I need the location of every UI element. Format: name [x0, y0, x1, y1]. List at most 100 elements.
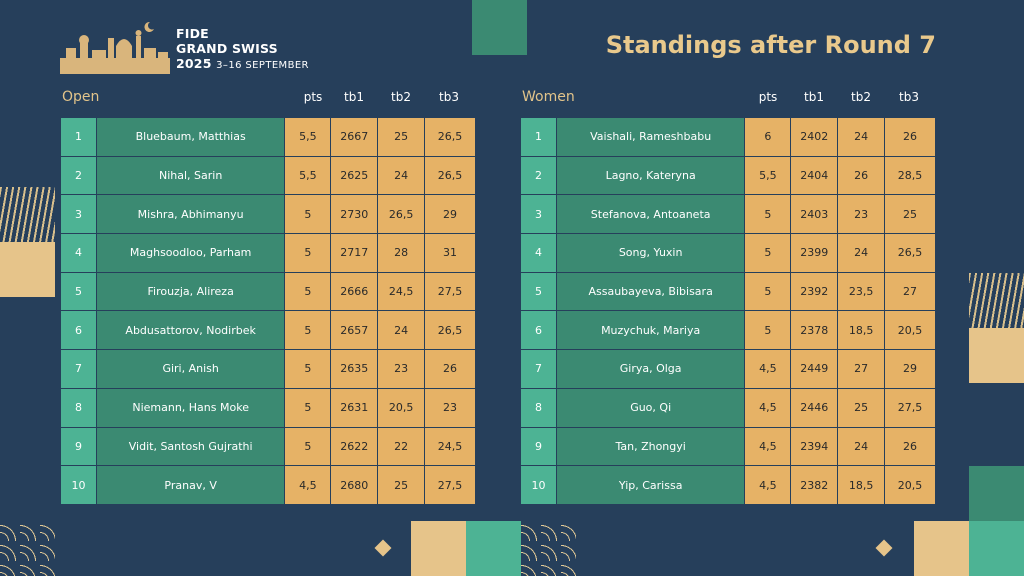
decor-square-bottom-2 — [466, 521, 521, 576]
table-row: 9 Vidit, Santosh Gujrathi 5 2622 22 24,5 — [61, 427, 475, 466]
points-cell: 5 — [285, 195, 331, 234]
tb1-cell: 2404 — [791, 156, 838, 195]
tb2-cell: 23 — [378, 350, 425, 388]
tb1-cell: 2402 — [791, 118, 838, 156]
points-cell: 5 — [285, 388, 331, 427]
open-header-pts: pts — [303, 90, 323, 104]
tb1-cell: 2378 — [791, 311, 838, 350]
rank-cell: 7 — [521, 350, 556, 388]
table-row: 7 Girya, Olga 4,5 2449 27 29 — [521, 350, 935, 388]
points-cell: 5,5 — [285, 118, 331, 156]
table-row: 6 Muzychuk, Mariya 5 2378 18,5 20,5 — [521, 311, 935, 350]
tb2-cell: 18,5 — [838, 466, 885, 504]
tb2-cell: 22 — [378, 427, 425, 466]
tb1-cell: 2382 — [791, 466, 838, 504]
player-name-cell: Girya, Olga — [556, 350, 745, 388]
rank-cell: 6 — [521, 311, 556, 350]
skyline-icon — [60, 21, 170, 74]
tb2-cell: 23,5 — [838, 272, 885, 311]
tb2-cell: 20,5 — [378, 388, 425, 427]
rank-cell: 9 — [521, 427, 556, 466]
women-header-tb1: tb1 — [804, 90, 824, 104]
points-cell: 5 — [285, 272, 331, 311]
table-row: 7 Giri, Anish 5 2635 23 26 — [61, 350, 475, 388]
player-name-cell: Guo, Qi — [556, 388, 745, 427]
points-cell: 5 — [745, 195, 791, 234]
open-header-tb2: tb2 — [391, 90, 411, 104]
tb3-cell: 25 — [885, 195, 935, 234]
decor-diamond-2 — [875, 539, 893, 557]
tb2-cell: 24 — [378, 311, 425, 350]
player-name-cell: Mishra, Abhimanyu — [96, 195, 285, 234]
tb1-cell: 2680 — [331, 466, 378, 504]
rank-cell: 6 — [61, 311, 96, 350]
player-name-cell: Assaubayeva, Bibisara — [556, 272, 745, 311]
decor-square-right-bottom — [969, 466, 1024, 521]
tb1-cell: 2657 — [331, 311, 378, 350]
tb1-cell: 2631 — [331, 388, 378, 427]
tb3-cell: 26,5 — [885, 234, 935, 272]
event-name: FIDE GRAND SWISS 2025 3–16 SEPTEMBER — [176, 26, 309, 73]
tb2-cell: 28 — [378, 234, 425, 272]
event-logo: FIDE GRAND SWISS 2025 3–16 SEPTEMBER — [58, 18, 358, 78]
player-name-cell: Niemann, Hans Moke — [96, 388, 285, 427]
player-name-cell: Pranav, V — [96, 466, 285, 504]
decor-arcs-middle — [521, 521, 576, 576]
tb1-cell: 2394 — [791, 427, 838, 466]
logo-dates: 3–16 SEPTEMBER — [216, 60, 309, 71]
tb2-cell: 25 — [378, 118, 425, 156]
women-standings-table: 1 Vaishali, Rameshbabu 6 2402 24 26 2 Lagno, Ka… — [520, 117, 936, 505]
tb1-cell: 2717 — [331, 234, 378, 272]
decor-square-bottom-1 — [411, 521, 466, 576]
rank-cell: 9 — [61, 427, 96, 466]
tb3-cell: 20,5 — [885, 466, 935, 504]
rank-cell: 3 — [61, 195, 96, 234]
table-row: 4 Maghsoodloo, Parham 5 2717 28 31 — [61, 234, 475, 272]
rank-cell: 3 — [521, 195, 556, 234]
points-cell: 4,5 — [745, 427, 791, 466]
rank-cell: 8 — [521, 388, 556, 427]
decor-arcs-left — [0, 521, 55, 576]
open-header-tb1: tb1 — [344, 90, 364, 104]
points-cell: 5 — [285, 311, 331, 350]
tb1-cell: 2399 — [791, 234, 838, 272]
tb2-cell: 24 — [838, 118, 885, 156]
table-row: 3 Stefanova, Antoaneta 5 2403 23 25 — [521, 195, 935, 234]
points-cell: 5 — [285, 427, 331, 466]
tb3-cell: 27,5 — [425, 466, 475, 504]
rank-cell: 5 — [521, 272, 556, 311]
rank-cell: 2 — [521, 156, 556, 195]
player-name-cell: Abdusattorov, Nodirbek — [96, 311, 285, 350]
women-section-label: Women — [522, 89, 575, 105]
tb1-cell: 2730 — [331, 195, 378, 234]
tb3-cell: 20,5 — [885, 311, 935, 350]
tb3-cell: 26,5 — [425, 118, 475, 156]
points-cell: 5 — [285, 234, 331, 272]
tb1-cell: 2666 — [331, 272, 378, 311]
points-cell: 5,5 — [745, 156, 791, 195]
points-cell: 5 — [285, 350, 331, 388]
player-name-cell: Song, Yuxin — [556, 234, 745, 272]
decor-square-bottom-3 — [914, 521, 969, 576]
table-row: 10 Yip, Carissa 4,5 2382 18,5 20,5 — [521, 466, 935, 504]
table-row: 8 Niemann, Hans Moke 5 2631 20,5 23 — [61, 388, 475, 427]
tb3-cell: 26 — [885, 118, 935, 156]
women-header-tb2: tb2 — [851, 90, 871, 104]
tb3-cell: 26 — [885, 427, 935, 466]
table-row: 9 Tan, Zhongyi 4,5 2394 24 26 — [521, 427, 935, 466]
tb3-cell: 26,5 — [425, 156, 475, 195]
table-row: 1 Bluebaum, Matthias 5,5 2667 25 26,5 — [61, 118, 475, 156]
tb2-cell: 26 — [838, 156, 885, 195]
table-row: 2 Nihal, Sarin 5,5 2625 24 26,5 — [61, 156, 475, 195]
tb3-cell: 26,5 — [425, 311, 475, 350]
tb2-cell: 24 — [838, 427, 885, 466]
points-cell: 5,5 — [285, 156, 331, 195]
tb3-cell: 27 — [885, 272, 935, 311]
table-row: 2 Lagno, Kateryna 5,5 2404 26 28,5 — [521, 156, 935, 195]
points-cell: 5 — [745, 311, 791, 350]
rank-cell: 7 — [61, 350, 96, 388]
logo-line-grand-swiss: GRAND SWISS — [176, 41, 278, 56]
logo-line-fide: FIDE — [176, 26, 209, 41]
player-name-cell: Giri, Anish — [96, 350, 285, 388]
player-name-cell: Vaishali, Rameshbabu — [556, 118, 745, 156]
